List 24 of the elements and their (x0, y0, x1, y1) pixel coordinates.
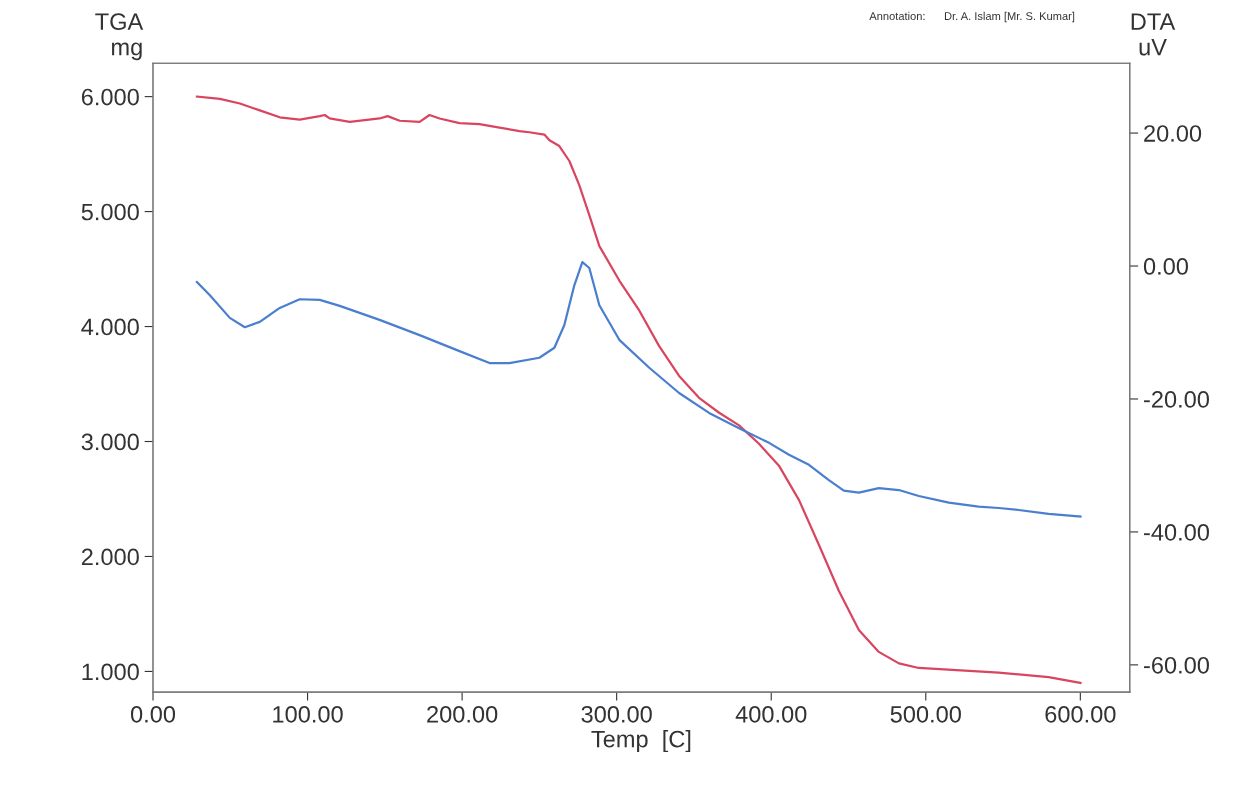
y2-axis-title: DTA uV (1131, 13, 1176, 56)
x-tick-label: 400.00 (735, 705, 807, 723)
y-tick-label: 4.000 (81, 318, 139, 336)
y2-tick-label: -60.00 (1144, 656, 1209, 674)
y2-tick-label: -40.00 (1144, 523, 1209, 541)
y-tick-label: 3.000 (81, 433, 139, 451)
y-axis-title: TGA mg (95, 13, 144, 61)
x-tick-label: 0.00 (130, 705, 176, 723)
line-series (195, 95, 1082, 685)
x-tick-label: 500.00 (890, 705, 961, 723)
y-tick-label: 6.000 (81, 88, 139, 106)
x-tick-label: 300.00 (581, 705, 652, 723)
y-tick-label: 1.000 (82, 663, 139, 681)
x-axis-title: Temp [C] (591, 730, 691, 753)
x-tick-label: 200.00 (427, 705, 498, 723)
y2-tick-label: 20.00 (1144, 125, 1202, 142)
x-tick-label: 600.00 (1045, 705, 1116, 723)
y-tick-label: 5.000 (81, 203, 139, 221)
y2-tick-label: -20.00 (1144, 391, 1209, 408)
line-series (195, 260, 1082, 518)
y2-tick-label: 0.00 (1143, 258, 1189, 275)
text: Annotation: Dr. A. Islam [Mr. S. Kumar] (869, 11, 1075, 23)
x-tick-label: 100.00 (273, 705, 343, 723)
y-tick-label: 2.000 (81, 548, 139, 566)
